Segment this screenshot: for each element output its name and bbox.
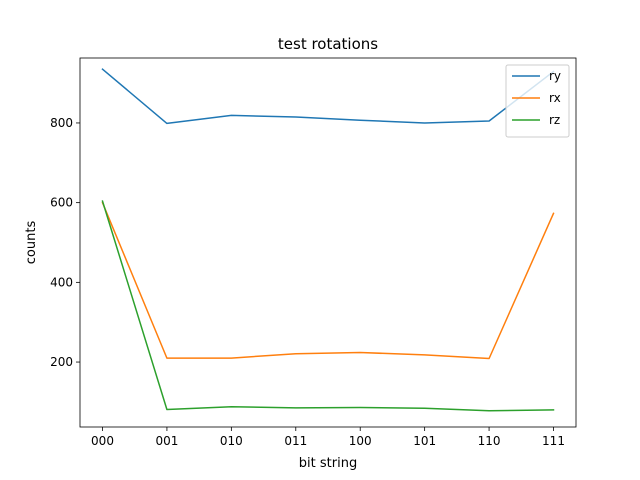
series-line-ry [101, 68, 555, 125]
x-tick-label: 010 [220, 434, 243, 448]
plot-frame [79, 57, 577, 428]
x-tick-label: 000 [91, 434, 114, 448]
x-tick-label: 011 [284, 434, 307, 448]
legend-label-rx: rx [549, 91, 561, 105]
x-tick-label: 110 [478, 434, 501, 448]
y-tick-label: 400 [50, 275, 73, 289]
x-axis-label: bit string [299, 456, 357, 471]
series-layer [101, 68, 555, 412]
y-axis-label: counts [24, 221, 39, 265]
x-tick-label: 001 [155, 434, 178, 448]
chart-title: test rotations [278, 35, 378, 53]
series-line-rx [101, 201, 555, 360]
y-tick-label: 600 [50, 196, 73, 210]
x-tick-label: 111 [542, 434, 565, 448]
x-axis-ticks: 000 001 010 011 100 101 110 111 [91, 427, 565, 448]
legend: ry rx rz [505, 64, 570, 138]
series-line-rz [101, 200, 555, 412]
x-tick-label: 100 [349, 434, 372, 448]
legend-box [505, 64, 570, 138]
x-tick-label: 101 [413, 434, 436, 448]
y-tick-label: 200 [50, 355, 73, 369]
legend-label-ry: ry [549, 69, 561, 83]
y-axis-ticks: 200 400 600 800 [50, 116, 80, 369]
legend-label-rz: rz [549, 113, 560, 127]
y-tick-label: 800 [50, 116, 73, 130]
